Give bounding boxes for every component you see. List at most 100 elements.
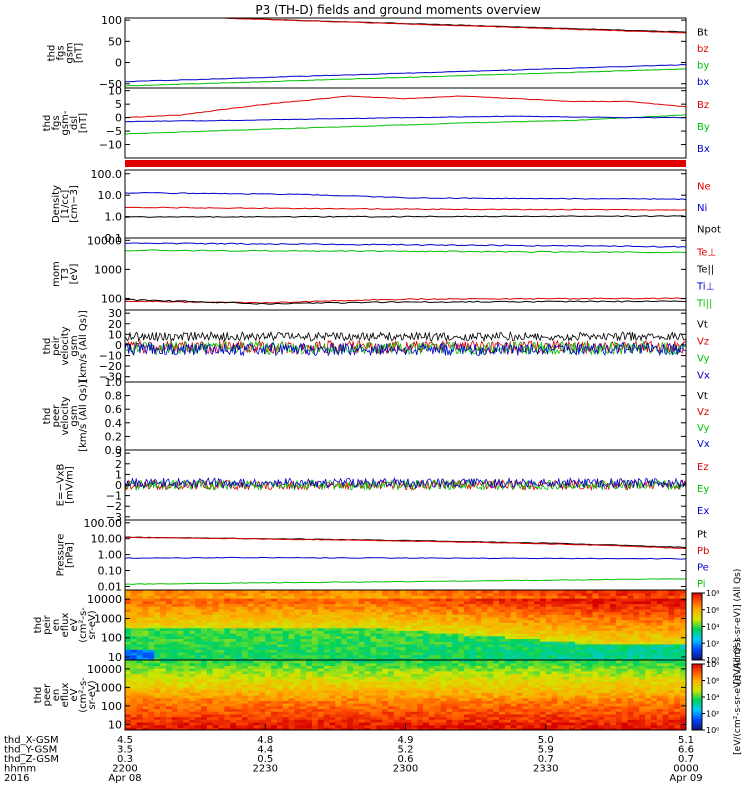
spectrogram-cell <box>563 692 570 696</box>
spectrogram-cell <box>551 716 559 720</box>
spectrogram-cell <box>405 627 412 631</box>
spectrogram-cell <box>335 684 342 688</box>
spectrogram-cell <box>189 678 196 683</box>
spectrogram-cell <box>276 635 284 640</box>
spectrogram-cell <box>370 721 377 726</box>
spectrogram-cell <box>551 665 559 669</box>
spectrogram-cell <box>680 600 686 605</box>
spectrogram-cell <box>189 611 196 615</box>
spectrogram-cell <box>165 711 173 715</box>
spectrogram-cell <box>557 662 564 666</box>
spectrogram-cell <box>247 592 255 596</box>
spectrogram-cell <box>323 711 331 715</box>
spectrogram-cell <box>352 665 360 669</box>
legend-Vt: Vt <box>697 320 708 331</box>
spectrogram-cell <box>592 678 599 683</box>
spectrogram-cell <box>423 668 430 672</box>
spectrogram-cell <box>399 606 407 610</box>
spectrogram-cell <box>434 689 442 693</box>
spectrogram-cell <box>539 619 547 623</box>
spectrogram-cell <box>276 646 284 650</box>
spectrogram-cell <box>452 686 459 691</box>
spectrogram-cell <box>259 703 266 707</box>
spectrogram-cell <box>563 657 570 660</box>
spectrogram-cell <box>662 616 670 621</box>
spectrogram-cell <box>288 600 296 605</box>
spectrogram-cell <box>160 692 167 696</box>
spectrogram-cell <box>312 692 319 696</box>
spectrogram-cell <box>247 622 255 626</box>
spectrogram-cell <box>358 711 366 715</box>
spectrogram-cell <box>668 606 675 610</box>
spectrogram-cell <box>557 703 564 707</box>
y-axis-label: peir <box>51 335 62 355</box>
spectrogram-cell <box>627 651 634 656</box>
spectrogram-cell <box>417 649 424 653</box>
spectrogram-cell <box>218 622 225 626</box>
spectrogram-cell <box>504 595 512 599</box>
spectrogram-cell <box>382 630 389 634</box>
spectrogram-cell <box>598 611 605 615</box>
spectrogram-cell <box>387 681 395 685</box>
spectrogram-cell <box>247 635 255 640</box>
spectrogram-cell <box>206 614 214 618</box>
legend-Bz: Bz <box>697 100 709 111</box>
spectrogram-cell <box>323 670 331 675</box>
spectrogram-cell <box>358 592 366 596</box>
spectrogram-cell <box>265 692 272 696</box>
spectrogram-cell <box>458 616 465 621</box>
spectrogram-cell <box>545 686 553 691</box>
spectrogram-cell <box>574 676 582 680</box>
spectrogram-cell <box>312 646 319 650</box>
spectrogram-cell <box>487 611 494 615</box>
spectrogram-cell <box>195 622 202 626</box>
y-axis-label: [nT] <box>74 43 85 63</box>
spectrogram-cell <box>475 616 483 621</box>
spectrogram-cell <box>341 678 348 683</box>
spectrogram-cell <box>446 703 453 707</box>
spectrogram-cell <box>253 703 260 707</box>
spectrogram-cell <box>569 592 576 596</box>
spectrogram-cell <box>148 590 155 594</box>
spectrogram-cell <box>458 654 465 658</box>
spectrogram-cell <box>306 611 313 615</box>
spectrogram-cell <box>271 662 278 666</box>
spectrogram-cell <box>458 649 465 653</box>
spectrogram-cell <box>271 703 278 707</box>
spectrogram-cell <box>323 673 331 677</box>
spectrogram-cell <box>580 692 588 696</box>
spectrogram-cell <box>259 724 266 728</box>
spectrogram-cell <box>165 668 173 672</box>
spectrogram-cell <box>317 668 325 672</box>
spectrogram-cell <box>534 700 541 704</box>
spectrogram-cell <box>347 608 354 613</box>
spectrogram-cell <box>236 600 243 605</box>
spectrogram-cell <box>557 651 564 656</box>
spectrogram-cell <box>598 670 605 675</box>
spectrogram-cell <box>493 713 500 718</box>
spectrogram-cell <box>125 673 132 677</box>
spectrogram-cell <box>341 719 348 723</box>
spectrogram-cell <box>382 633 389 637</box>
spectrogram-cell <box>358 606 366 610</box>
spectrogram-cell <box>417 662 424 666</box>
spectrogram-cell <box>440 673 447 677</box>
spectrogram-cell <box>598 641 605 645</box>
spectrogram-cell <box>323 606 331 610</box>
spectrogram-cell <box>586 598 594 602</box>
spectrogram-cell <box>475 681 483 685</box>
spectrogram-cell <box>136 651 144 656</box>
spectrogram-cell <box>376 657 383 660</box>
spectrogram-cell <box>610 616 617 621</box>
spectrogram-cell <box>323 635 331 640</box>
spectrogram-cell <box>452 651 459 656</box>
spectrogram-cell <box>662 630 670 634</box>
spectrogram-cell <box>580 670 588 675</box>
spectrogram-cell <box>165 654 173 658</box>
spectrogram-cell <box>510 692 518 696</box>
spectrogram-cell <box>218 684 225 688</box>
spectrogram-cell <box>370 716 377 720</box>
spectrogram-cell <box>335 627 342 631</box>
spectrogram-cell <box>405 673 412 677</box>
spectrogram-cell <box>376 630 383 634</box>
